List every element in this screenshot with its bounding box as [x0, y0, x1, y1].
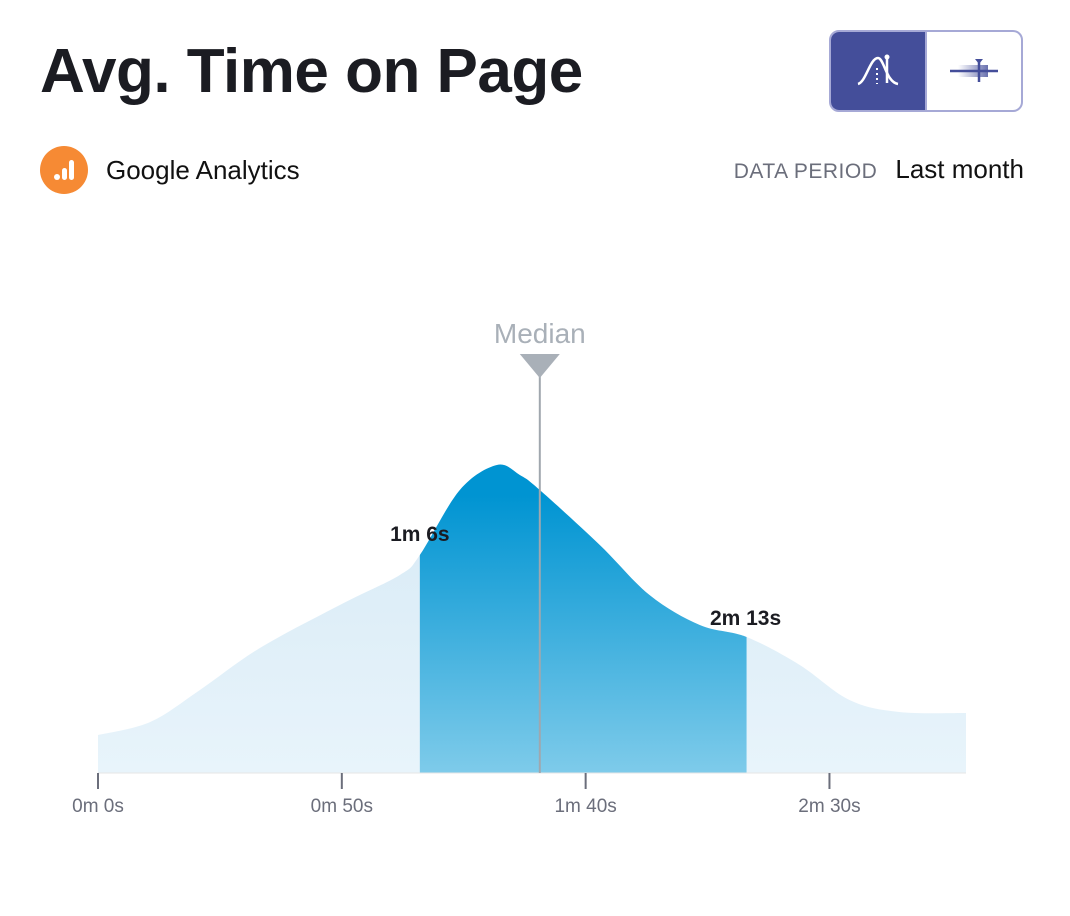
x-tick-label: 0m 50s — [311, 796, 373, 817]
range-view-button[interactable] — [925, 32, 1021, 110]
data-period: DATA PERIOD Last month — [734, 154, 1024, 185]
period-value[interactable]: Last month — [895, 154, 1024, 184]
distribution-view-button[interactable] — [831, 32, 925, 110]
interquartile-area — [419, 464, 747, 773]
x-tick-label: 2m 30s — [798, 796, 860, 817]
source-name: Google Analytics — [106, 154, 300, 185]
data-source: Google Analytics — [40, 146, 300, 194]
view-toggle — [829, 30, 1023, 112]
median-marker — [519, 354, 560, 378]
range-start-label: 1m 6s — [390, 523, 450, 546]
range-bar-icon — [950, 59, 998, 82]
period-label: DATA PERIOD — [733, 160, 878, 183]
x-tick-label: 0m 0s — [72, 796, 124, 817]
google-analytics-icon — [40, 146, 88, 194]
median-label: Median — [494, 318, 586, 349]
x-tick-label: 1m 40s — [554, 796, 616, 817]
page-title: Avg. Time on Page — [40, 37, 583, 106]
range-end-label: 2m 13s — [710, 607, 781, 630]
distribution-curve-icon — [857, 54, 899, 86]
